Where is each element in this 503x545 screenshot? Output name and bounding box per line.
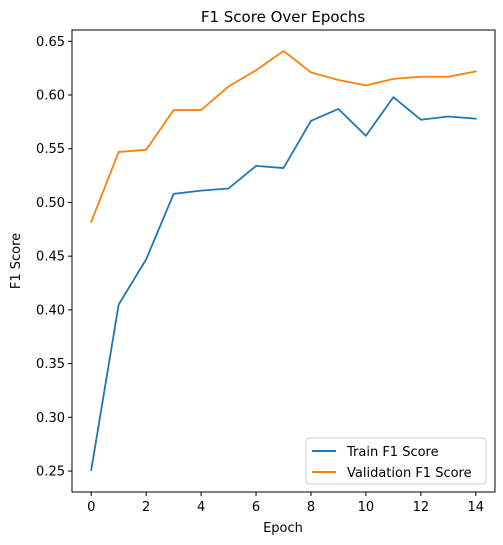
y-tick-label: 0.45 (36, 250, 65, 265)
y-tick-label: 0.65 (36, 35, 65, 50)
y-tick-label: 0.40 (36, 303, 65, 318)
y-axis-title: F1 Score (9, 233, 24, 289)
series-line-validation (90, 50, 477, 223)
x-tick-label: 8 (307, 500, 315, 515)
x-tick-label: 10 (358, 500, 375, 515)
x-tick-label: 14 (467, 500, 484, 515)
y-tick-label: 0.35 (36, 357, 65, 372)
y-tick-label: 0.25 (36, 465, 65, 480)
x-tick-label: 4 (197, 500, 205, 515)
y-tick-label: 0.50 (36, 196, 65, 211)
x-axis-title: Epoch (263, 521, 303, 536)
x-tick-label: 12 (413, 500, 430, 515)
x-tick-label: 0 (87, 500, 95, 515)
legend: Train F1 Score Validation F1 Score (305, 437, 487, 485)
legend-box (305, 437, 487, 485)
legend-label-train: Train F1 Score (346, 445, 439, 460)
chart-title: F1 Score Over Epochs (201, 8, 365, 26)
legend-label-validation: Validation F1 Score (347, 466, 472, 481)
plot-frame (71, 29, 496, 493)
series-line-train (90, 96, 477, 472)
x-tick-label: 6 (252, 500, 260, 515)
y-tick-label: 0.30 (36, 411, 65, 426)
y-tick-label: 0.60 (36, 89, 65, 104)
x-tick-label: 2 (142, 500, 150, 515)
y-tick-label: 0.55 (36, 142, 65, 157)
